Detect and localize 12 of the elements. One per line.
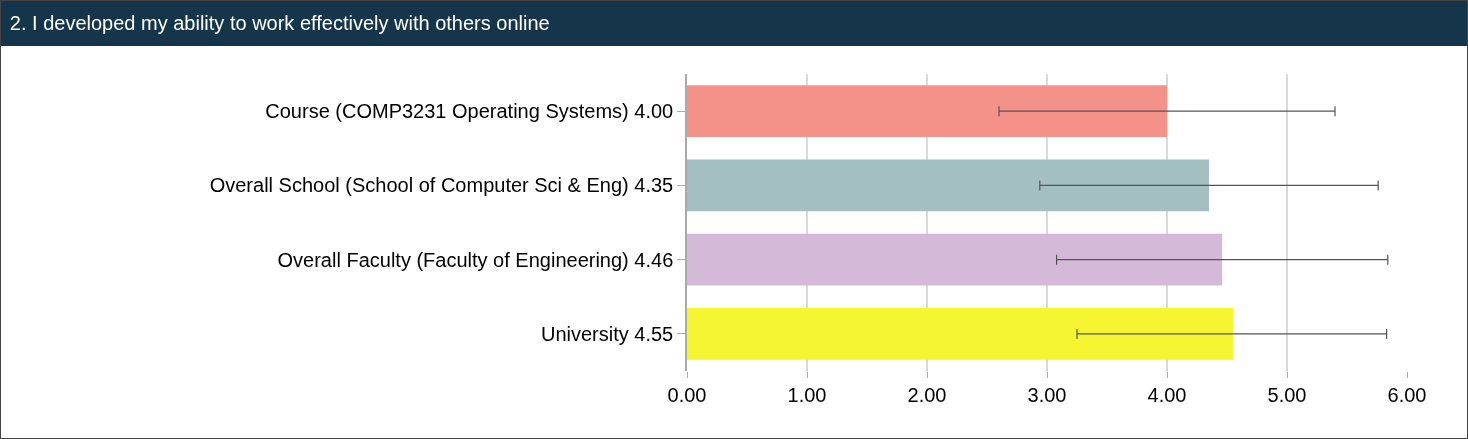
- x-tick-label: 3.00: [1027, 384, 1067, 406]
- y-tick-label: Overall Faculty (Faculty of Engineering) 4.46: [277, 248, 674, 271]
- x-tick-label: 2.00: [907, 384, 947, 406]
- text: 2. I developed my ability to work effectively with others online: [9, 12, 550, 34]
- x-tick-label: 5.00: [1267, 384, 1307, 406]
- y-tick-label: Course (COMP3231 Operating Systems) 4.00: [265, 100, 674, 123]
- x-tick-label: 4.00: [1147, 384, 1187, 406]
- x-tick-label: 6.00: [1387, 384, 1427, 406]
- y-tick-label: University 4.55: [540, 322, 674, 345]
- x-tick-label: 1.00: [787, 384, 827, 406]
- y-tick-label: Overall School (School of Computer Sci & Eng) 4.35: [209, 174, 674, 197]
- x-tick-label: 0.00: [667, 384, 707, 406]
